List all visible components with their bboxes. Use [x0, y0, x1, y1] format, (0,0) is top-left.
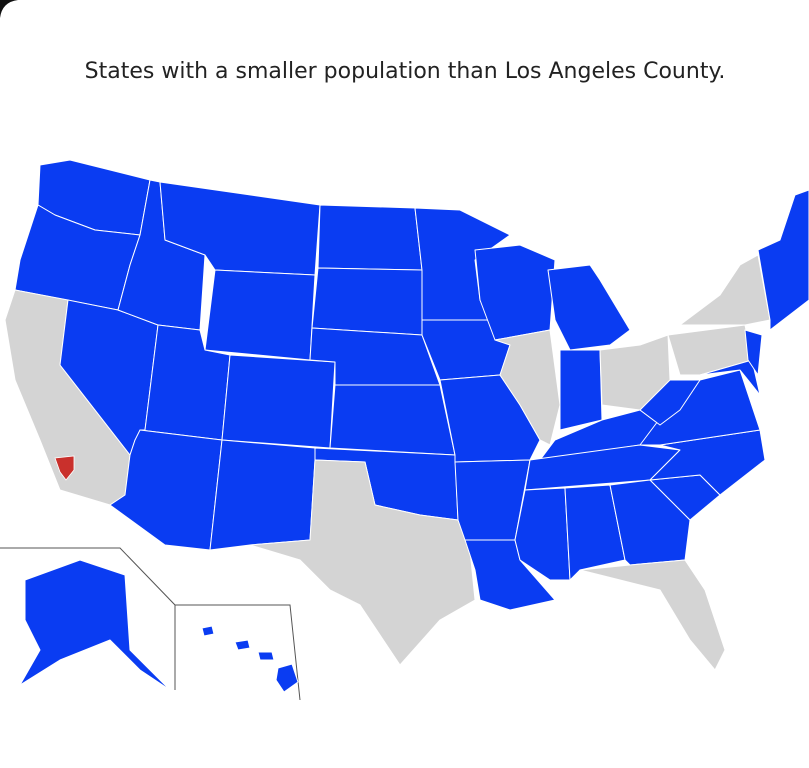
- screen-corner: [0, 0, 18, 18]
- hawaii-island-2: [234, 639, 251, 651]
- colorado: [221, 354, 336, 449]
- illinois: [494, 329, 561, 446]
- north-dakota: [317, 204, 423, 271]
- wyoming: [204, 269, 316, 361]
- contiguous-states: [4, 159, 809, 671]
- insets: [0, 547, 301, 701]
- maryland-delaware: [699, 359, 761, 396]
- michigan: [547, 264, 631, 351]
- new-mexico: [209, 439, 316, 551]
- indiana: [559, 349, 603, 431]
- florida: [579, 559, 726, 671]
- alabama: [564, 484, 626, 581]
- hawaii-island-1: [201, 625, 215, 637]
- hawaii-island-3: [257, 651, 275, 661]
- south-dakota: [311, 267, 423, 336]
- map-title: States with a smaller population than Lo…: [85, 59, 726, 84]
- new-jersey: [744, 329, 763, 376]
- alaska-inset-border: [0, 547, 176, 690]
- north-carolina: [649, 429, 766, 496]
- west-virginia: [639, 379, 701, 426]
- alaska: [19, 559, 171, 691]
- los-angeles-county: [54, 455, 75, 481]
- hawaii-island-4: [275, 663, 299, 693]
- texas: [249, 459, 476, 666]
- new-england: [757, 189, 809, 331]
- new-york: [679, 254, 771, 326]
- kansas: [329, 384, 456, 456]
- hawaii-inset-border: [175, 604, 301, 701]
